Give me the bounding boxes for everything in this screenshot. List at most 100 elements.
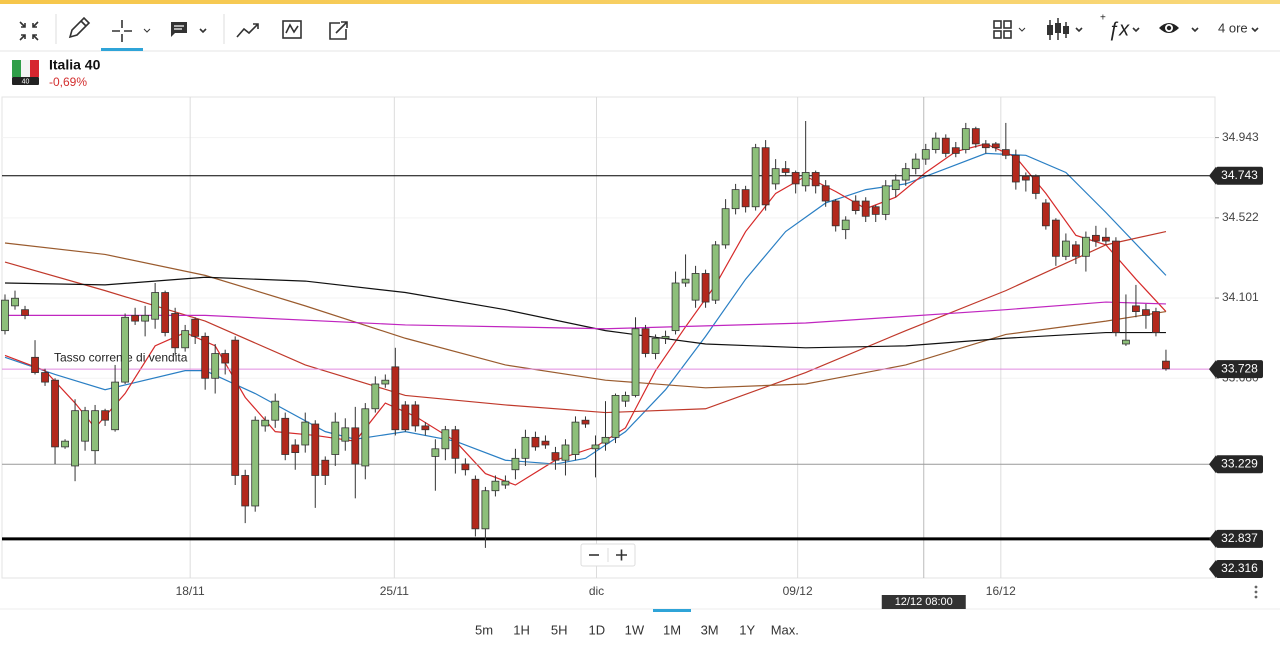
candle-body — [331, 421, 340, 455]
price-line-annotation: Tasso corrente di vendita — [54, 350, 188, 364]
top-accent — [0, 0, 1280, 4]
comment-button[interactable] — [171, 22, 207, 37]
candle-body — [1162, 360, 1170, 370]
range-button[interactable]: 1W — [625, 622, 645, 637]
price-label-box — [1216, 166, 1263, 185]
price-label-box — [1216, 560, 1263, 578]
candle-body — [1132, 305, 1140, 312]
candle-body — [621, 395, 630, 402]
candle-body — [121, 316, 130, 383]
candle-body — [991, 143, 1000, 149]
active-range-indicator — [653, 609, 691, 612]
interval-button[interactable]: 4 ore — [1218, 20, 1259, 35]
candle-body — [1081, 236, 1090, 257]
candle-body — [931, 137, 940, 150]
candle-body — [651, 337, 660, 354]
candle-body — [691, 273, 700, 301]
candle-body — [411, 404, 420, 427]
range-button[interactable]: 3M — [701, 622, 719, 637]
candle-body — [11, 297, 19, 307]
interval-label: 4 ore — [1218, 20, 1248, 35]
crosshair-label: 12/12 08:00 — [895, 596, 953, 608]
candle-body — [141, 314, 150, 322]
moving-average — [4, 230, 1167, 414]
candle-body — [211, 353, 220, 379]
candle-body — [821, 185, 830, 202]
zoom-in[interactable] — [616, 549, 627, 561]
visibility-button[interactable] — [1159, 23, 1199, 33]
candle-body — [231, 339, 240, 476]
candle-body — [171, 313, 180, 349]
range-button[interactable]: 1Y — [739, 622, 755, 637]
more-menu[interactable] — [1254, 585, 1258, 599]
candle-body — [571, 421, 580, 455]
candle-body — [741, 189, 750, 208]
candle-body — [41, 372, 49, 383]
candle-body — [21, 309, 29, 316]
range-button[interactable]: 1D — [588, 622, 605, 637]
candle-body — [751, 147, 760, 208]
candle-body — [1112, 240, 1120, 333]
price-label: 33.229 — [1221, 456, 1258, 470]
candle-body — [1021, 175, 1030, 181]
price-label-pointer — [1209, 529, 1216, 548]
candle-body — [1152, 311, 1160, 333]
candle-body — [351, 427, 360, 465]
candle-body — [1061, 240, 1070, 257]
candle-body — [671, 282, 680, 332]
price-label-box — [1216, 529, 1263, 548]
y-tick-label: 34.522 — [1222, 210, 1259, 224]
candle-body — [721, 208, 730, 246]
candle-body — [631, 328, 640, 396]
candle-body — [251, 419, 260, 507]
collapse-button[interactable] — [19, 21, 39, 41]
candle-body — [1051, 219, 1060, 257]
price-label: 33.728 — [1221, 361, 1258, 375]
candle-body — [921, 149, 930, 160]
candle-body — [731, 189, 740, 210]
candle-body — [1142, 309, 1150, 316]
range-button[interactable]: 1H — [513, 622, 530, 637]
candle-body — [661, 335, 670, 339]
candle-body — [1102, 236, 1110, 242]
chart-type-button[interactable] — [1047, 18, 1083, 40]
layout-button[interactable] — [993, 20, 1026, 39]
trend-button[interactable] — [236, 23, 259, 38]
candle-body — [801, 172, 810, 187]
draw-button[interactable] — [68, 16, 91, 39]
x-tick-label: dic — [589, 584, 604, 598]
candle-body — [531, 436, 540, 448]
crosshair-label-box — [881, 595, 966, 609]
crosshair-button[interactable] — [112, 20, 151, 42]
price-label-box — [1216, 360, 1263, 379]
range-selector: 5m 1H 5H 1D 1W 1M 3M 1Y Max. — [475, 609, 799, 637]
range-button[interactable]: 5m — [475, 622, 493, 637]
candle-body — [521, 436, 530, 459]
indicator-button[interactable] — [282, 20, 302, 39]
range-button[interactable]: 1M — [663, 622, 681, 637]
candle-body — [1122, 339, 1130, 345]
candle-body — [161, 292, 170, 333]
candle-body — [371, 383, 380, 410]
candle-body — [811, 172, 820, 187]
candle-body — [981, 143, 990, 149]
candle-body — [221, 353, 230, 364]
price-label-pointer — [1209, 360, 1216, 379]
share-button[interactable] — [329, 21, 348, 40]
candle-body — [511, 457, 520, 471]
range-button[interactable]: 5H — [551, 622, 568, 637]
x-tick-label: 09/12 — [783, 584, 813, 598]
candle-body — [401, 404, 410, 431]
functions-button[interactable]: ƒx+ — [1100, 13, 1140, 41]
candle-body — [861, 200, 870, 217]
range-button[interactable]: Max. — [771, 622, 799, 637]
price-label-pointer — [1209, 560, 1216, 578]
candle-body — [451, 429, 460, 459]
y-tick-label: 34.101 — [1222, 290, 1259, 304]
x-tick-label: 25/11 — [380, 584, 409, 598]
candle-body — [71, 410, 79, 467]
moving-average — [4, 143, 1167, 486]
price-label-pointer — [1209, 166, 1216, 185]
candle-body — [911, 158, 920, 170]
instrument-name[interactable]: Italia 40 — [49, 57, 101, 73]
